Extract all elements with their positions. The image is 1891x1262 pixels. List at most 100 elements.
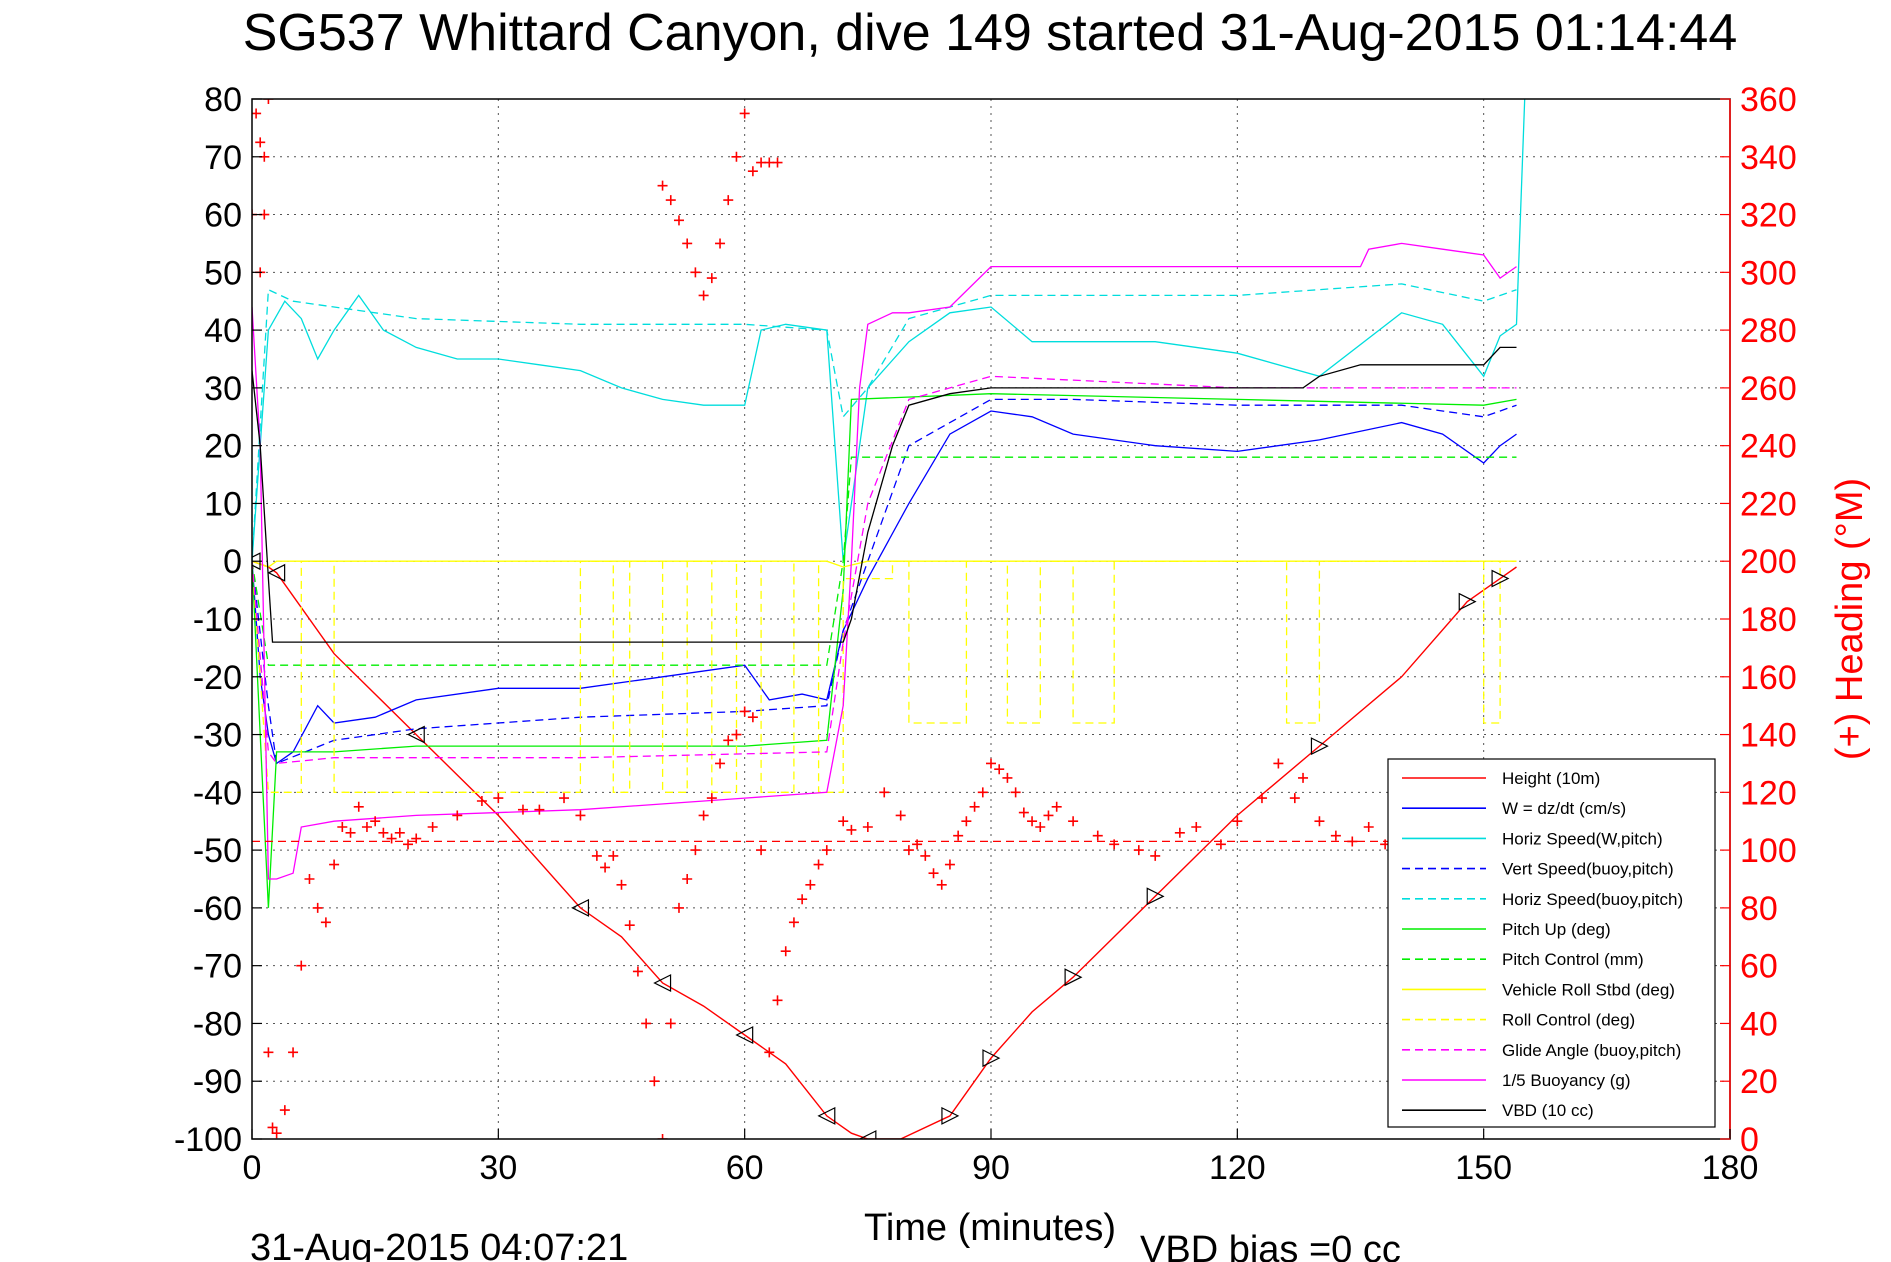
legend-entry-label: 1/5 Buoyancy (g) [1502,1071,1631,1090]
waypoint-marker [982,1049,1001,1068]
heading-marker [706,273,717,284]
heading-marker [813,859,824,870]
heading-marker [838,816,849,827]
waypoint-marker [817,1106,836,1125]
legend-entry-label: W = dz/dt (cm/s) [1502,799,1626,818]
series-line-horiz-speed-w-pitch [252,99,1526,562]
heading-marker [394,827,405,838]
heading-marker [353,801,364,812]
waypoint-marker [858,1130,877,1139]
heading-marker [1191,822,1202,832]
heading-marker [1232,816,1243,827]
heading-marker [665,195,676,206]
heading-marker [797,894,808,905]
heading-marker [673,215,684,226]
legend-entry-label: Height (10m) [1502,769,1600,788]
x-tick-label: 90 [972,1149,1010,1187]
waypoint-marker [267,563,286,582]
y-right-tick-label: 160 [1740,659,1797,697]
series-line-horiz-speed-buoy-pitch [252,283,1517,562]
heading-marker [1298,772,1309,783]
heading-marker [739,706,750,717]
heading-marker [624,920,635,931]
heading-marker [534,804,545,815]
y-tick-label: 20 [204,428,242,466]
y-right-tick-label: 40 [1740,1005,1778,1043]
heading-marker [936,879,947,890]
heading-marker [600,862,611,873]
y-right-tick-label: 0 [1740,1121,1759,1159]
y-tick-label: -80 [193,1005,242,1043]
y-right-tick-label: 200 [1740,543,1797,581]
heading-marker [977,787,988,798]
heading-marker [361,822,372,832]
y-right-tick-label: 300 [1740,254,1797,292]
heading-marker [1043,810,1054,821]
heading-marker [862,822,873,832]
heading-marker [1027,816,1038,827]
y-axis-right-ticks: 3603403203002802602402202001801601401201… [1720,81,1797,1159]
y-right-tick-label: 140 [1740,717,1797,755]
waypoint-marker [1064,968,1083,987]
y-axis-ticks: 80 70 60 50 40 30 20 10 0 -10 -20 -30 -40 -50 -60 -70 -8… [174,81,262,1159]
y-right-tick-label: 240 [1740,428,1797,466]
heading-marker [969,801,980,812]
waypoint-marker [1310,737,1329,756]
waypoint-marker [1458,592,1477,611]
heading-marker [928,868,939,879]
heading-marker [715,758,726,769]
y-tick-label: -100 [174,1121,242,1159]
heading-marker [411,833,422,844]
heading-marker [1347,836,1358,847]
heading-marker [986,758,996,769]
legend-entry-label: VBD (10 cc) [1502,1101,1594,1120]
x-tick-label: 120 [1209,1149,1266,1187]
heading-marker [337,822,348,832]
heading-marker [263,99,274,104]
heading-marker [715,238,726,249]
heading-marker [1051,801,1062,812]
heading-marker [673,902,684,913]
heading-marker [1256,793,1267,804]
heading-marker [723,735,734,746]
heading-marker [1363,822,1374,832]
legend-entry-label: Horiz Speed(buoy,pitch) [1502,890,1683,909]
y-tick-label: 30 [204,370,242,408]
legend-entry-label: Horiz Speed(W,pitch) [1502,829,1663,848]
heading-marker [1174,827,1185,838]
waypoint-marker [735,1026,754,1044]
heading-marker [788,917,799,928]
series-line-vehicle-roll-stbd-deg [252,560,1517,568]
heading-marker [821,845,832,856]
y-right-tick-label: 120 [1740,774,1797,812]
heading-marker [1035,822,1046,832]
y-tick-label: -10 [193,601,242,639]
heading-marker [1018,807,1029,818]
heading-marker [1133,845,1144,856]
heading-marker [1010,787,1021,798]
y-right-tick-label: 20 [1740,1063,1778,1101]
legend-entry-label: Vehicle Roll Stbd (deg) [1502,980,1675,999]
y-right-tick-label: 340 [1740,139,1797,177]
heading-markers [252,99,1399,1139]
y-tick-label: -30 [193,717,242,755]
heading-marker [378,827,389,838]
legend: Height (10m) W = dz/dt (cm/s) Horiz Speed(… [1387,758,1716,1128]
heading-marker [575,810,586,821]
heading-marker [698,290,709,301]
heading-marker [1109,839,1120,850]
heading-marker [690,845,701,856]
heading-marker [279,1105,290,1116]
heading-marker [252,108,262,119]
heading-marker [1002,772,1013,783]
legend-entry-label: Roll Control (deg) [1502,1011,1635,1030]
y-tick-label: -50 [193,832,242,870]
y-tick-label: 50 [204,254,242,292]
heading-marker [657,1134,668,1139]
y-tick-label: -70 [193,948,242,986]
series-line-height-10m [252,560,1517,1139]
heading-marker [370,816,381,827]
series-line-pitch-control-mm [252,456,1517,666]
heading-marker [747,712,758,723]
